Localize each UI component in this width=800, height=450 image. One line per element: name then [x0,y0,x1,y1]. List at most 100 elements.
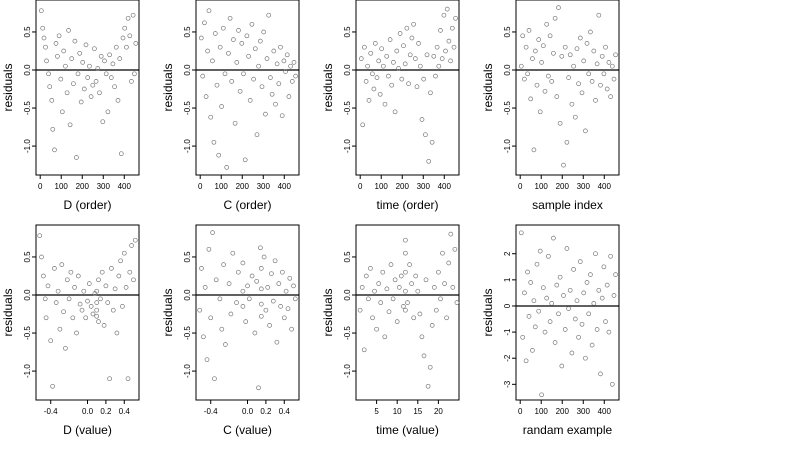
data-point [386,309,392,315]
data-point [77,301,83,307]
data-point [281,58,287,64]
data-point [63,63,68,69]
data-point [254,132,260,138]
data-point [202,285,208,290]
data-point [426,158,432,164]
data-point [64,90,70,96]
y-tick-label: -1.0 [23,139,32,153]
data-point [392,109,398,115]
data-point [203,94,209,99]
data-point [38,8,44,14]
data-point [567,52,573,58]
data-point [546,253,551,259]
data-point [129,79,134,84]
y-tick-label: 1 [503,277,512,282]
data-point [414,84,420,90]
data-point [544,21,550,27]
data-point [74,155,79,160]
data-point [263,307,269,313]
data-point [257,38,263,44]
plot-frame [355,224,460,401]
data-point [272,258,278,264]
data-point [208,114,214,120]
data-point [398,273,404,279]
data-point [112,84,117,90]
y-tick-label: 0.5 [343,251,352,263]
data-point [93,79,99,84]
data-point [279,113,285,119]
x-tick-label: 300 [577,182,591,191]
data-point [542,88,548,94]
data-point [212,376,217,382]
data-point [549,301,555,306]
data-point [534,261,540,267]
data-point [429,139,435,145]
data-point [107,376,112,382]
data-point [258,245,263,251]
data-point [276,81,282,87]
data-point [210,230,215,235]
data-point [443,48,448,54]
data-point [520,33,526,39]
data-point [68,269,74,275]
data-point [79,307,85,313]
data-point [41,35,47,41]
data-point [202,20,207,26]
data-point [114,330,120,336]
data-point [283,69,288,74]
data-point [286,94,292,99]
data-point [50,383,55,389]
data-point [396,66,401,71]
data-point [246,53,251,59]
data-point [598,82,603,88]
y-tick-label: -0.5 [343,326,352,340]
data-point [57,326,63,332]
data-point [391,60,396,65]
data-point [421,353,427,359]
data-point [278,304,283,309]
data-point [613,52,618,58]
x-axis-label: randam example [523,423,613,437]
data-point [102,58,107,64]
x-tick-label: 0 [518,407,523,416]
data-point [88,304,94,309]
data-point [577,35,583,41]
data-point [611,293,617,298]
y-tick-label: 0.5 [23,251,32,263]
data-point [217,44,223,50]
x-tick-label: 400 [598,182,612,191]
x-tick-label: 200 [76,182,90,191]
data-point [407,52,413,58]
data-point [80,60,86,65]
panel-sample-index: 0 100 200 300 400 -1.0 -0.5 0.0 0.5 sample index r… [481,0,620,212]
data-point [374,75,380,80]
data-point [451,44,457,50]
data-point [448,58,453,64]
x-tick-label: 100 [375,182,389,191]
data-point [604,282,610,288]
data-point [586,71,592,77]
data-point [528,280,534,285]
data-point [436,269,441,275]
x-axis-label: C (value) [223,423,272,437]
data-point [276,281,282,286]
y-tick-label: 0.0 [23,289,32,301]
data-point [83,315,89,321]
data-point [433,307,439,313]
data-point [110,61,116,67]
data-point [56,33,62,39]
x-tick-label: -0.4 [44,407,58,416]
data-point [245,283,250,289]
data-point [98,296,103,302]
data-point [115,98,121,103]
data-point [411,21,416,27]
data-point [41,273,46,279]
data-point [453,15,458,21]
data-point [537,109,543,115]
data-point [289,326,294,332]
data-point [289,79,295,84]
data-point [569,350,575,356]
data-point [427,364,433,370]
data-point [584,41,590,46]
data-point [61,48,67,54]
